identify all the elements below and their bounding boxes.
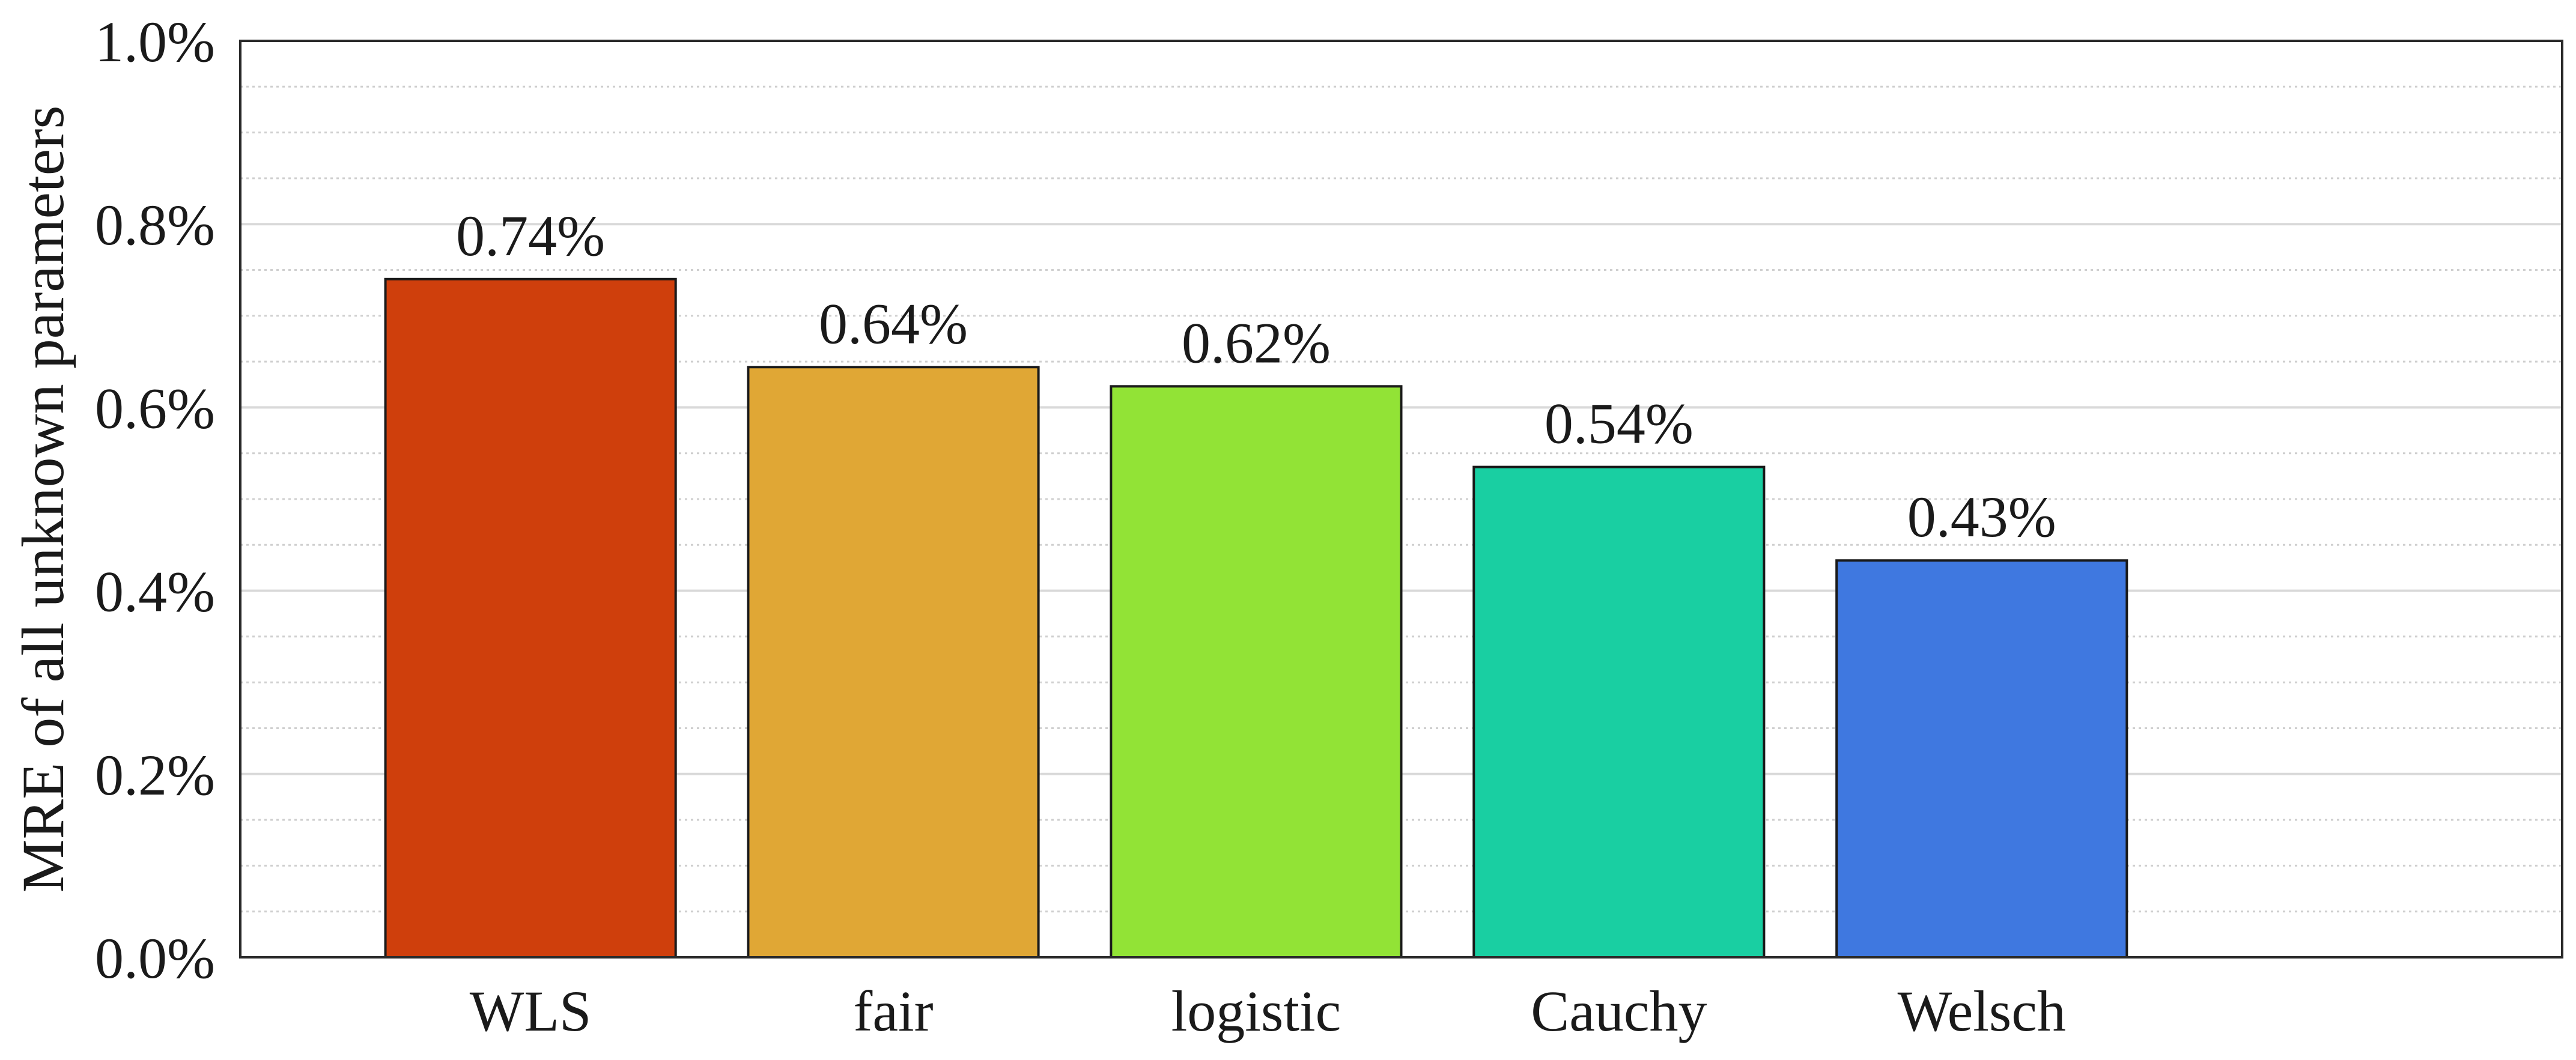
x-category-label: Welsch — [1898, 979, 2066, 1043]
x-category-label: WLS — [470, 979, 592, 1043]
x-axis-labels: WLS fair logistic Cauchy Welsch — [470, 979, 2066, 1043]
y-tick-label: 0.8% — [95, 193, 215, 257]
x-category-label: logistic — [1171, 979, 1341, 1043]
value-labels: 0.74% 0.64% 0.62% 0.54% 0.43% — [456, 204, 2056, 549]
value-label: 0.54% — [1545, 392, 1694, 456]
y-tick-label: 1.0% — [95, 10, 215, 74]
value-label: 0.62% — [1182, 310, 1331, 375]
y-axis-ticks: 0.0% 0.2% 0.4% 0.6% 0.8% 1.0% — [95, 10, 215, 990]
bar-welsch — [1835, 559, 2128, 959]
y-tick-label: 0.2% — [95, 743, 215, 807]
y-tick-label: 0.6% — [95, 376, 215, 440]
value-label: 0.43% — [1907, 485, 2056, 549]
bar-logistic — [1110, 385, 1403, 959]
bar-fair — [747, 366, 1040, 959]
y-tick-label: 0.0% — [95, 926, 215, 990]
x-category-label: fair — [853, 979, 933, 1043]
value-label: 0.74% — [456, 204, 605, 268]
bars — [384, 277, 2128, 959]
plot-frame — [239, 40, 2563, 959]
y-tick-label: 0.4% — [95, 560, 215, 624]
y-axis-title: MRE of all unknown parameters — [10, 106, 76, 893]
bar-wls — [384, 277, 677, 959]
value-label: 0.64% — [819, 291, 968, 356]
bar-cauchy — [1472, 465, 1766, 959]
x-category-label: Cauchy — [1531, 979, 1707, 1043]
